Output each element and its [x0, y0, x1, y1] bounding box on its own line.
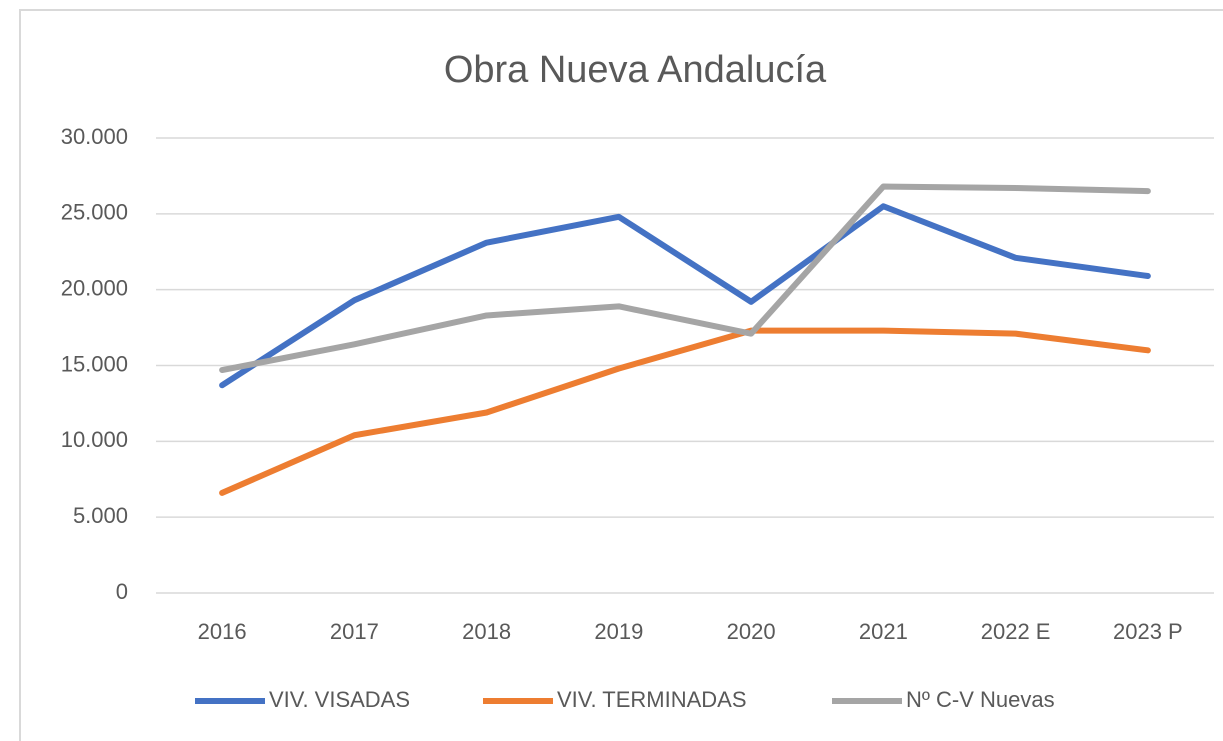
line-series — [219, 327, 1151, 496]
y-tick-label: 30.000 — [61, 124, 128, 149]
y-tick-label: 5.000 — [73, 503, 128, 528]
y-tick-label: 15.000 — [61, 351, 128, 376]
x-tick-label: 2019 — [594, 619, 643, 644]
x-tick-label: 2021 — [859, 619, 908, 644]
y-tick-label: 10.000 — [61, 427, 128, 452]
x-tick-label: 2022 E — [981, 619, 1051, 644]
line-series — [219, 203, 1151, 389]
chart-border — [19, 9, 1223, 741]
y-tick-label: 25.000 — [61, 200, 128, 225]
legend-label: VIV. VISADAS — [269, 687, 410, 712]
chart-title: Obra Nueva Andalucía — [444, 49, 827, 91]
line-series — [219, 183, 1151, 374]
legend-label: Nº C-V Nuevas — [906, 687, 1055, 712]
x-tick-label: 2023 P — [1113, 619, 1183, 644]
y-tick-label: 20.000 — [61, 275, 128, 300]
x-tick-label: 2017 — [330, 619, 379, 644]
x-tick-label: 2016 — [198, 619, 247, 644]
legend-label: VIV. TERMINADAS — [557, 687, 747, 712]
x-tick-label: 2018 — [462, 619, 511, 644]
y-tick-label: 0 — [116, 579, 128, 604]
x-tick-label: 2020 — [727, 619, 776, 644]
